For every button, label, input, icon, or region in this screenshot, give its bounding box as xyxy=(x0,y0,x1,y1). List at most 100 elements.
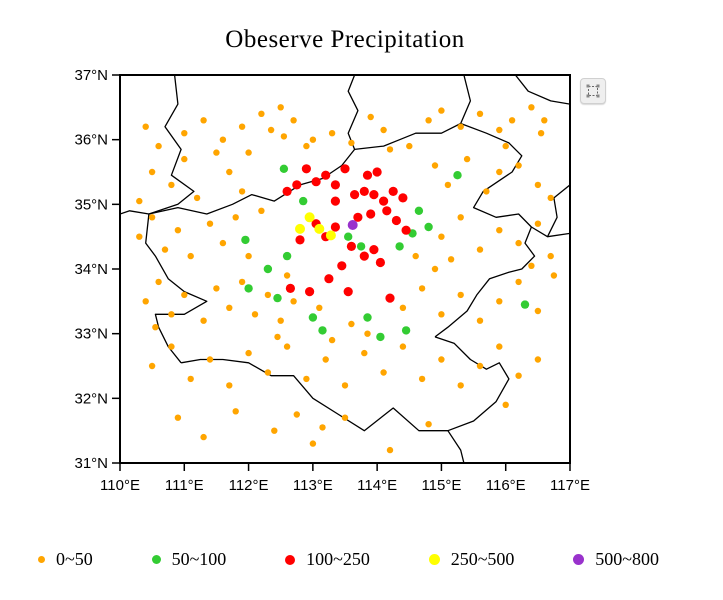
x-tick-label: 113°E xyxy=(293,477,333,494)
y-tick-label: 34°N xyxy=(74,261,108,278)
y-tick-label: 37°N xyxy=(74,67,108,84)
station-dot xyxy=(444,181,452,189)
legend-item: 250~500 xyxy=(428,549,514,570)
station-dot xyxy=(301,164,311,174)
legend-dot xyxy=(573,554,585,565)
station-dot xyxy=(245,252,252,260)
station-dot xyxy=(290,117,297,124)
station-dot xyxy=(314,223,325,234)
station-dot xyxy=(438,107,445,114)
station-dot xyxy=(340,164,350,174)
station-dot xyxy=(213,149,220,156)
station-dot xyxy=(309,440,317,447)
station-dot xyxy=(515,239,522,247)
station-dot xyxy=(181,155,188,163)
legend-dot xyxy=(428,554,440,565)
legend-label: 50~100 xyxy=(171,549,227,569)
station-dot xyxy=(502,401,509,408)
station-dot xyxy=(325,230,336,241)
station-dot xyxy=(280,133,288,140)
chart-title: Obeserve Precipitation xyxy=(225,26,465,53)
station-dot xyxy=(263,264,273,274)
station-dot xyxy=(343,287,353,297)
boundary-line xyxy=(180,336,510,432)
station-dot xyxy=(414,206,424,215)
station-dot xyxy=(496,343,503,350)
station-dot xyxy=(324,274,334,284)
station-dot xyxy=(322,356,329,363)
station-dot xyxy=(528,262,535,269)
station-dot xyxy=(319,424,326,431)
station-dot xyxy=(431,265,439,273)
station-dot xyxy=(155,278,162,286)
station-dot xyxy=(476,110,484,118)
station-dot xyxy=(232,214,239,221)
station-dot xyxy=(398,193,408,203)
station-dot xyxy=(534,220,542,227)
station-dot xyxy=(258,207,265,214)
station-dot xyxy=(395,242,404,251)
station-dot xyxy=(142,298,149,305)
station-dot xyxy=(200,433,207,441)
station-dot xyxy=(438,233,445,240)
station-dot xyxy=(174,414,182,421)
station-dot xyxy=(303,375,310,383)
station-dot xyxy=(457,214,464,221)
station-dot xyxy=(457,291,464,299)
station-dot xyxy=(328,336,336,344)
station-dot xyxy=(328,130,336,137)
station-dot xyxy=(386,446,394,454)
station-dot xyxy=(541,117,548,124)
station-dot xyxy=(496,298,503,305)
region-select-glyph xyxy=(586,84,600,98)
y-tick-label: 32°N xyxy=(74,390,108,407)
x-tick-label: 116°E xyxy=(486,477,526,494)
station-dot xyxy=(385,293,395,303)
station-dot xyxy=(344,232,353,241)
station-dot xyxy=(515,278,522,286)
boundary-line xyxy=(514,75,570,105)
station-dot xyxy=(330,222,340,232)
station-dot xyxy=(341,382,349,389)
station-dot xyxy=(391,215,401,226)
station-dot xyxy=(267,126,275,134)
station-dot xyxy=(303,142,310,150)
station-dot xyxy=(290,298,297,305)
station-dot xyxy=(401,326,411,335)
station-dot xyxy=(283,272,291,279)
station-dot xyxy=(364,330,371,337)
y-tick-label: 33°N xyxy=(74,326,108,343)
legend-label: 100~250 xyxy=(306,549,370,569)
station-dot xyxy=(232,408,239,415)
station-dot xyxy=(318,326,327,335)
station-dot xyxy=(206,220,214,227)
station-dot xyxy=(161,246,169,253)
station-dot xyxy=(200,117,207,124)
station-dot xyxy=(321,170,331,180)
station-dot xyxy=(476,317,484,324)
region-select-icon[interactable] xyxy=(580,78,606,104)
station-dot xyxy=(282,251,292,261)
boundary-line xyxy=(546,184,570,237)
legend-dot xyxy=(38,556,45,563)
station-dot xyxy=(279,164,289,173)
station-dot xyxy=(363,313,372,322)
station-dot xyxy=(476,362,484,370)
station-dot xyxy=(271,427,278,434)
station-dot xyxy=(418,375,426,383)
station-dot xyxy=(226,304,233,311)
station-dot xyxy=(382,206,392,216)
y-tick-label: 35°N xyxy=(74,196,108,213)
station-dot xyxy=(534,356,542,363)
boundary-line xyxy=(120,75,195,215)
station-dot xyxy=(347,220,358,230)
station-dot xyxy=(463,155,471,163)
station-dot xyxy=(337,261,347,271)
station-dot xyxy=(447,256,455,263)
station-dot xyxy=(380,126,387,134)
station-dot xyxy=(219,136,227,143)
station-dot xyxy=(187,252,194,260)
station-dot xyxy=(136,197,143,205)
station-dot xyxy=(375,257,385,268)
